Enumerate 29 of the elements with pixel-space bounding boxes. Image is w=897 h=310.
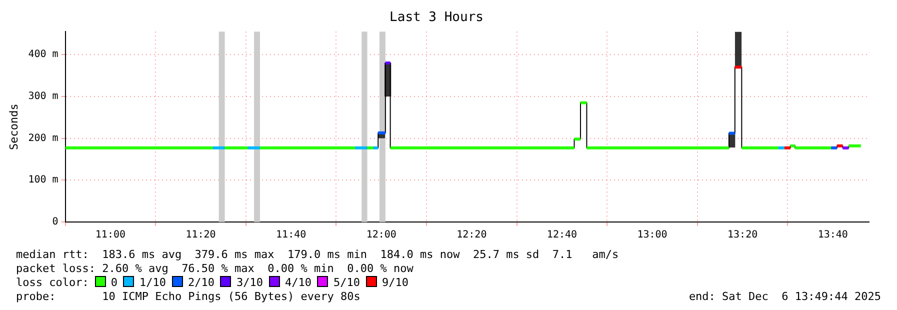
x-tick-label: 13:20 — [728, 230, 758, 241]
x-tick-label: 11:40 — [276, 230, 306, 241]
y-tick-label: 100 m — [28, 174, 58, 186]
x-tick-label: 13:40 — [818, 230, 848, 241]
text: probe: 10 ICMP Echo Pings (56 Bytes) every 80s — [16, 290, 360, 303]
text: packet loss: 2.60 % avg 76.50 % max 0.00 % min 0.00 % now — [16, 262, 414, 275]
text: end: Sat Dec 6 13:49:44 2025 — [688, 290, 881, 303]
y-tick-label: 300 m — [28, 91, 58, 102]
legend-label: 2/10 — [188, 276, 214, 289]
legend-label: 4/10 — [284, 276, 312, 289]
legend-label: 0 — [110, 276, 118, 289]
y-axis-title: Seconds — [7, 104, 20, 150]
x-tick-label: 12:00 — [366, 230, 396, 241]
x-tick-label: 11:00 — [95, 230, 126, 241]
x-tick-label: 11:20 — [186, 230, 216, 241]
legend-label: 9/10 — [382, 276, 408, 289]
y-tick-label: 0 — [52, 216, 58, 228]
bar — [734, 32, 742, 68]
x-tick-label: 12:20 — [456, 230, 487, 241]
legend-label: 5/10 — [333, 276, 360, 289]
text: median rtt: 183.6 ms avg 379.6 ms max 179.0 ms min 184.0 ms now 25.7 ms sd 7.1 am/s — [16, 248, 619, 261]
y-tick-label: 400 m — [28, 49, 58, 60]
x-tick-label: 13:00 — [637, 230, 668, 241]
legend-label: 1/10 — [139, 276, 166, 289]
y-tick-label: 200 m — [28, 132, 58, 144]
legend-title: loss color: — [16, 276, 89, 289]
x-tick-label: 12:40 — [546, 230, 578, 241]
chart-title: Last 3 Hours — [390, 10, 484, 26]
legend-label: 3/10 — [236, 276, 263, 289]
